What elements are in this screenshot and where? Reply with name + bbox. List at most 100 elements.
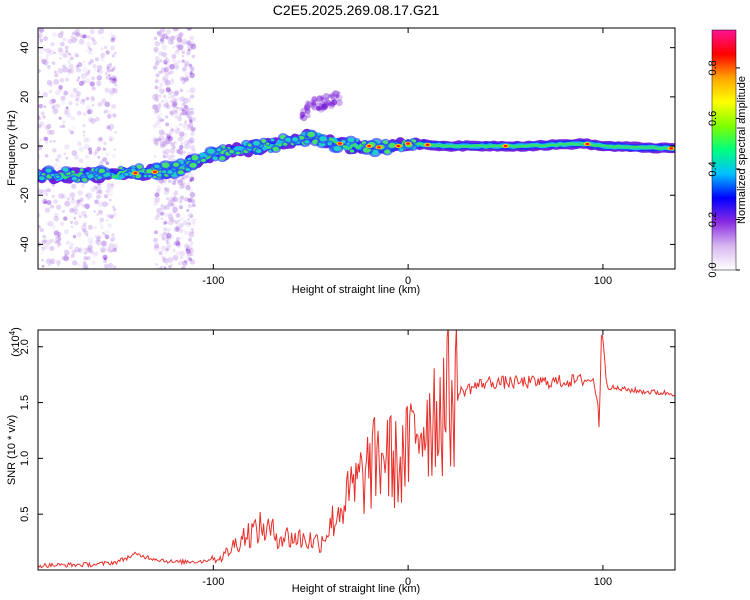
ridge-blob-core — [167, 170, 173, 174]
noise-speckle — [42, 201, 46, 205]
noise-speckle — [83, 263, 88, 268]
noise-speckle — [172, 28, 179, 32]
noise-speckle — [190, 67, 195, 73]
noise-speckle — [187, 43, 194, 50]
noise-speckle — [188, 247, 194, 254]
noise-speckle — [105, 189, 108, 193]
noise-speckle — [161, 44, 168, 51]
ridge-blob-core — [177, 170, 184, 175]
bottom-y-axis-label: SNR (10 * v/v) — [6, 415, 18, 485]
noise-speckle — [87, 108, 94, 115]
noise-speckle — [46, 129, 52, 135]
noise-speckle — [181, 265, 186, 269]
snr-series-line — [38, 330, 675, 569]
noise-speckle — [109, 138, 113, 142]
noise-speckle — [180, 142, 184, 146]
noise-speckle — [172, 219, 176, 223]
noise-speckle — [72, 87, 78, 93]
noise-speckle — [82, 123, 86, 128]
ridge-blob-core — [282, 142, 288, 146]
chart-title: C2E5.2025.269.08.17.G21 — [273, 2, 440, 18]
noise-speckle — [166, 245, 171, 250]
noise-speckle — [167, 202, 172, 207]
noise-speckle — [191, 116, 197, 122]
noise-speckle — [53, 230, 60, 236]
noise-speckle — [175, 241, 181, 246]
noise-speckle — [191, 54, 196, 59]
noise-speckle — [105, 152, 110, 157]
noise-speckle — [174, 128, 180, 134]
noise-speckle — [100, 225, 104, 230]
noise-speckle — [45, 47, 52, 54]
snr-panel: -100 0 100 0.5 1.0 1.5 2.0 Height of straight… — [6, 327, 676, 595]
noise-speckle — [108, 262, 114, 269]
noise-speckle — [109, 214, 114, 219]
noise-speckle — [184, 121, 187, 125]
noise-speckle — [185, 174, 189, 178]
top-y-tick-label: -20 — [19, 187, 31, 203]
noise-speckle — [187, 218, 190, 221]
noise-speckle — [186, 107, 191, 112]
noise-speckle — [168, 265, 172, 269]
noise-speckle — [162, 132, 166, 135]
noise-speckle — [178, 114, 182, 118]
noise-speckle — [186, 245, 189, 249]
noise-speckle — [97, 201, 103, 207]
noise-speckle — [161, 205, 167, 211]
ridge-blob-core — [229, 149, 235, 154]
noise-speckle — [177, 177, 183, 183]
noise-speckle — [112, 247, 117, 253]
noise-speckle — [189, 179, 193, 183]
noise-speckle — [176, 44, 181, 49]
noise-speckle — [96, 189, 101, 194]
ridge-blob-core — [270, 138, 275, 142]
noise-speckle — [55, 204, 62, 210]
noise-speckle — [166, 242, 169, 245]
noise-speckle — [38, 116, 42, 121]
noise-speckle — [63, 110, 68, 115]
top-y-tick-label: 20 — [19, 91, 31, 103]
noise-speckle — [68, 128, 71, 132]
noise-speckle — [171, 103, 177, 109]
noise-speckle — [97, 31, 101, 36]
noise-speckle — [189, 258, 193, 262]
noise-speckle — [87, 50, 93, 55]
ridge-blob-core — [185, 167, 191, 172]
noise-speckle — [153, 139, 159, 145]
bottom-x-axis-label: Height of straight line (km) — [292, 583, 420, 595]
noise-speckle — [94, 199, 99, 205]
noise-speckle — [171, 58, 176, 63]
noise-speckle — [165, 115, 169, 119]
noise-speckle — [77, 248, 82, 253]
noise-speckle — [160, 245, 167, 252]
noise-speckle — [158, 70, 162, 74]
noise-speckle — [161, 99, 165, 104]
noise-speckle — [159, 33, 166, 40]
noise-speckle — [74, 154, 79, 160]
noise-speckle — [163, 189, 170, 195]
noise-speckle — [100, 159, 104, 163]
noise-speckle — [175, 148, 181, 154]
noise-speckle — [108, 198, 112, 202]
noise-speckle — [83, 266, 88, 269]
noise-speckle — [177, 44, 184, 51]
noise-speckle — [172, 207, 179, 213]
noise-speckle — [71, 206, 78, 212]
noise-speckle — [108, 78, 114, 84]
noise-speckle — [46, 79, 53, 86]
noise-speckle — [104, 183, 110, 189]
noise-speckle — [106, 125, 111, 130]
noise-speckle — [165, 102, 169, 106]
ridge-blob-core — [136, 164, 143, 169]
noise-speckle — [173, 195, 176, 198]
noise-speckle — [91, 104, 95, 107]
noise-speckle — [110, 34, 117, 41]
noise-speckle — [103, 110, 107, 114]
noise-speckle — [110, 186, 114, 190]
noise-speckle — [189, 144, 196, 151]
noise-speckle — [190, 241, 194, 245]
noise-speckle — [85, 266, 89, 269]
branch-blob — [324, 97, 330, 102]
noise-speckle — [82, 66, 88, 73]
noise-speckle — [62, 66, 69, 73]
